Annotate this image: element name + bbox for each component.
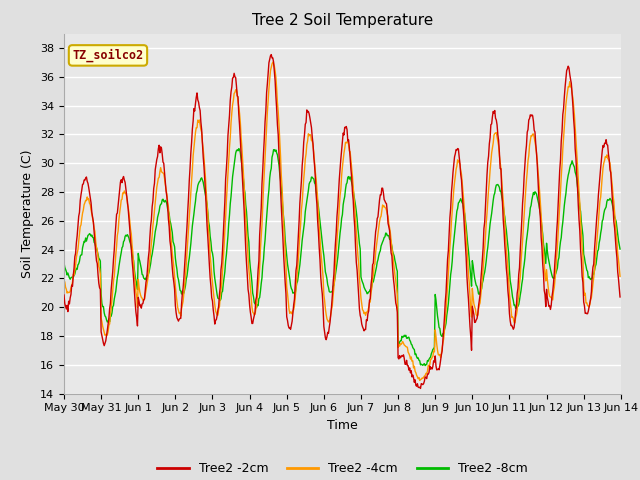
- Legend: Tree2 -2cm, Tree2 -4cm, Tree2 -8cm: Tree2 -2cm, Tree2 -4cm, Tree2 -8cm: [152, 457, 532, 480]
- Text: TZ_soilco2: TZ_soilco2: [72, 48, 143, 62]
- Title: Tree 2 Soil Temperature: Tree 2 Soil Temperature: [252, 13, 433, 28]
- Y-axis label: Soil Temperature (C): Soil Temperature (C): [22, 149, 35, 278]
- X-axis label: Time: Time: [327, 419, 358, 432]
